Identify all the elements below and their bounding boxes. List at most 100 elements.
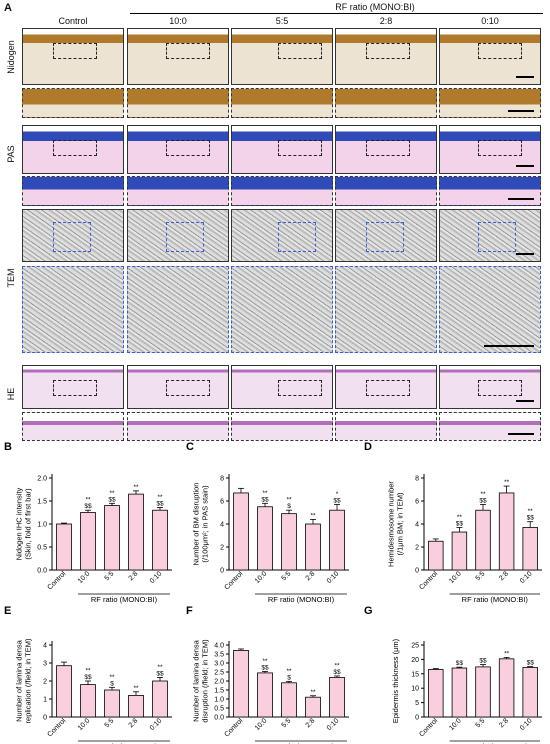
bar	[522, 527, 538, 571]
x-tick-label: 2:8	[305, 717, 317, 729]
zoom-region-box	[166, 140, 210, 156]
bar	[428, 540, 444, 571]
significance-mark: $$	[108, 496, 116, 503]
he-micrograph-zoom	[127, 412, 229, 441]
column-header-3: 2:8	[379, 16, 393, 26]
he-micrograph	[22, 365, 124, 409]
y-tick-label: 2.5	[214, 670, 224, 677]
bar	[104, 505, 120, 571]
bar	[498, 492, 515, 571]
y-axis-label: Number of lamina densa	[192, 639, 201, 722]
significance-mark: **	[262, 490, 268, 497]
row-label-3: HE	[6, 387, 16, 401]
significance-mark: *	[336, 491, 339, 498]
y-tick-label: 3.0	[214, 661, 224, 668]
bar	[281, 513, 297, 571]
column-header-4: 0:10	[481, 16, 499, 26]
y-axis-label: Hemidesmosome number	[387, 481, 396, 567]
bar	[56, 665, 72, 718]
he-micrograph-zoom	[439, 412, 541, 441]
x-tick-label: 0:10	[326, 717, 341, 732]
y-tick-label: 20	[411, 657, 419, 664]
y-tick-label: 2	[415, 545, 419, 552]
x-tick-label: 10:0	[448, 717, 463, 732]
column-header-1: 10:0	[169, 16, 187, 26]
bar	[329, 677, 345, 718]
x-tick-label: 2:8	[498, 570, 510, 582]
nid-micrograph	[127, 28, 229, 85]
scale-bar	[516, 76, 534, 78]
x-tick-label: 5:5	[281, 570, 293, 582]
bar	[233, 492, 249, 571]
tem-micrograph	[231, 209, 333, 262]
x-tick-label: 5:5	[475, 570, 487, 582]
y-tick-label: 4.0	[214, 643, 224, 650]
x-tick-label: 10:0	[254, 570, 269, 585]
x-tick-label: 0:10	[519, 570, 534, 585]
nid-micrograph	[439, 28, 541, 85]
y-tick-label: 5	[415, 700, 419, 707]
bar	[428, 669, 444, 718]
bar	[498, 658, 515, 718]
tem-micrograph	[127, 209, 229, 262]
significance-mark: $$	[261, 664, 269, 671]
x-tick-label: 5:5	[104, 570, 116, 582]
row-label-1: PAS	[6, 145, 16, 163]
significance-mark: **	[109, 674, 115, 681]
significance-mark: **	[157, 494, 163, 501]
zoom-region-box	[53, 380, 97, 396]
row-label-2: TEM	[6, 268, 16, 288]
bar	[522, 667, 538, 718]
x-axis-label: RF ratio (MONO:BI)	[268, 595, 335, 604]
y-tick-label: 2	[43, 679, 47, 686]
x-tick-label: 2:8	[305, 570, 317, 582]
scale-bar	[516, 253, 534, 255]
significance-mark: $$	[84, 674, 92, 681]
pas-micrograph	[439, 125, 541, 174]
y-axis-label: Number of lamina densa	[15, 639, 24, 722]
significance-mark: **	[85, 497, 91, 504]
tem-micrograph	[22, 209, 124, 262]
scale-bar	[516, 165, 534, 167]
y-tick-label: 0	[43, 715, 47, 722]
y-tick-label: 1	[43, 697, 47, 704]
x-tick-label: 10:0	[77, 570, 92, 585]
bar	[451, 531, 468, 571]
tem-micrograph	[335, 209, 437, 262]
significance-mark: **	[157, 664, 163, 671]
significance-mark: $$	[156, 500, 164, 507]
scale-bar	[508, 433, 534, 435]
bar	[281, 682, 297, 718]
y-tick-label: 2.0	[214, 679, 224, 686]
he-micrograph-zoom	[231, 412, 333, 441]
x-tick-label: 5:5	[475, 717, 487, 729]
column-header-2: 5:5	[275, 16, 289, 26]
row-label-0: Nidogen	[6, 40, 16, 74]
y-tick-label: 1.5	[214, 688, 224, 695]
nid-micrograph	[22, 28, 124, 85]
nid-micrograph-zoom	[439, 88, 541, 118]
y-axis-label: Epidermis thickness (μm)	[391, 638, 400, 723]
significance-mark: $$	[333, 669, 341, 676]
pas-micrograph	[231, 125, 333, 174]
tem-micrograph-zoom	[231, 266, 333, 353]
significance-mark: $$	[527, 660, 535, 667]
x-tick-label: 0:10	[149, 570, 164, 585]
zoom-region-box	[53, 222, 91, 252]
significance-mark: $$	[84, 503, 92, 510]
bar	[233, 650, 249, 718]
significance-mark: $$	[479, 658, 487, 665]
significance-mark: **	[504, 650, 510, 657]
x-axis-label: RF ratio (MONO:BI)	[462, 595, 529, 604]
pas-micrograph-zoom	[231, 176, 333, 206]
significance-mark: **	[133, 685, 139, 692]
x-tick-label: 0:10	[519, 717, 534, 732]
scale-bar	[508, 110, 534, 112]
panel-a-label: A	[4, 2, 12, 14]
y-tick-label: 3	[43, 661, 47, 668]
scale-bar	[516, 400, 534, 402]
x-tick-label: Control	[223, 570, 244, 591]
pas-micrograph	[335, 125, 437, 174]
pas-micrograph-zoom	[22, 176, 124, 206]
bar	[305, 696, 321, 718]
